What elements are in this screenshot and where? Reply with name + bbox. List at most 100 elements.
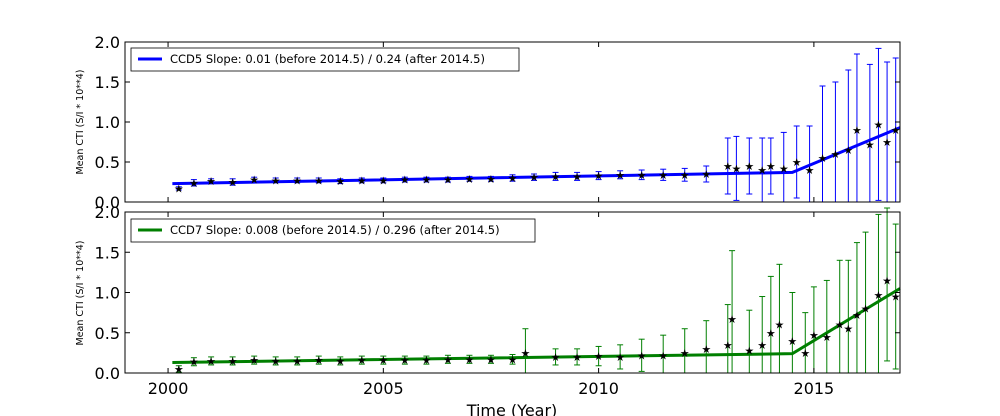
ccd7-legend-label: CCD7 Slope: 0.008 (before 2014.5) / 0.29…	[170, 223, 500, 237]
ccd5-data-point: ★	[779, 162, 789, 175]
ccd5-data-point: ★	[206, 175, 216, 188]
ccd5-data-point: ★	[852, 124, 862, 137]
ccd5-data-point: ★	[486, 173, 496, 186]
ccd7-data-point: ★	[594, 350, 604, 363]
ccd7-data-point: ★	[727, 313, 737, 326]
ccd5-data-point: ★	[874, 118, 884, 131]
ccd5-data-point: ★	[882, 136, 892, 149]
ccd5-data-point: ★	[766, 160, 776, 173]
ccd7-data-point: ★	[701, 343, 711, 356]
ccd7-data-point: ★	[228, 355, 238, 368]
ccd7-data-point: ★	[486, 353, 496, 366]
ccd7-data-point: ★	[335, 355, 345, 368]
ccd7-data-point: ★	[271, 355, 281, 368]
ccd5-data-point: ★	[757, 164, 767, 177]
ccd5-data-point: ★	[421, 174, 431, 187]
ccd7-data-point: ★	[520, 347, 530, 360]
ccd7-y-tick-label: 0.5	[95, 324, 120, 343]
ccd5-data-point: ★	[865, 138, 875, 151]
ccd5-data-point: ★	[658, 169, 668, 182]
x-tick-label: 2000	[148, 379, 189, 398]
ccd7-data-point: ★	[174, 363, 184, 376]
ccd5-data-point: ★	[615, 169, 625, 182]
ccd7-data-point: ★	[882, 274, 892, 287]
ccd7-data-point: ★	[809, 329, 819, 342]
ccd7-data-point: ★	[551, 351, 561, 364]
ccd7-data-point: ★	[835, 319, 845, 332]
ccd7-data-point: ★	[400, 354, 410, 367]
ccd7-data-point: ★	[572, 351, 582, 364]
ccd5-data-point: ★	[314, 174, 324, 187]
ccd5-data-point: ★	[271, 174, 281, 187]
ccd5-data-point: ★	[465, 173, 475, 186]
ccd7-data-point: ★	[443, 353, 453, 366]
ccd5-data-point: ★	[228, 176, 238, 189]
ccd5-data-point: ★	[843, 144, 853, 157]
ccd5-data-point: ★	[335, 175, 345, 188]
ccd7-data-point: ★	[292, 355, 302, 368]
ccd7-data-point: ★	[378, 354, 388, 367]
ccd7-data-point: ★	[421, 354, 431, 367]
ccd5-legend-label: CCD5 Slope: 0.01 (before 2014.5) / 0.24 …	[170, 52, 485, 66]
ccd5-fit-line	[172, 126, 901, 186]
ccd7-data-point: ★	[775, 319, 785, 332]
ccd7-data-point: ★	[843, 323, 853, 336]
ccd5-y-tick-label: 2.0	[95, 33, 120, 52]
ccd7-data-point: ★	[615, 351, 625, 364]
ccd5-data-point: ★	[637, 169, 647, 182]
ccd5-data-point: ★	[680, 169, 690, 182]
ccd7-data-point: ★	[822, 331, 832, 344]
ccd7-data-point: ★	[465, 353, 475, 366]
ccd5-data-point: ★	[701, 168, 711, 181]
ccd7-legend-box	[130, 218, 536, 243]
ccd7-data-point: ★	[852, 309, 862, 322]
x-tick-label: 2005	[363, 379, 404, 398]
ccd5-data-point: ★	[529, 171, 539, 184]
ccd7-data-point: ★	[189, 356, 199, 369]
ccd5-y-tick-label: 0.0	[95, 193, 120, 212]
ccd7-data-point: ★	[508, 353, 518, 366]
ccd5-data-point: ★	[443, 174, 453, 187]
ccd5-y-tick-label: 1.0	[95, 113, 120, 132]
ccd7-legend: CCD7 Slope: 0.008 (before 2014.5) / 0.29…	[130, 218, 536, 243]
ccd7-data-point: ★	[800, 347, 810, 360]
ccd5-data-point: ★	[174, 182, 184, 195]
ccd7-data-point: ★	[723, 339, 733, 352]
ccd5-data-point: ★	[292, 174, 302, 187]
ccd7-data-point: ★	[861, 303, 871, 316]
ccd5-data-point: ★	[189, 177, 199, 190]
ccd7-y-tick-label: 0.0	[95, 364, 120, 383]
x-tick-label: 2010	[578, 379, 619, 398]
ccd7-fit-line	[172, 287, 901, 365]
ccd7-data-point: ★	[787, 335, 797, 348]
ccd5-data-point: ★	[378, 174, 388, 187]
ccd7-data-point: ★	[357, 354, 367, 367]
ccd7-data-point: ★	[249, 354, 259, 367]
ccd5-data-point: ★	[723, 160, 733, 173]
ccd7-y-tick-label: 2.0	[95, 203, 120, 222]
ccd7-panel: ★★ ★ ★ ★ ★ ★ ★ ★ ★ ★ ★ ★ ★ ★ ★ ★ ★ ★ ★ ★ ★ ★ ★ ★ ★ ★★★ ★★★★★★ ★★★★★…	[75, 203, 901, 383]
ccd7-data-point: ★	[206, 355, 216, 368]
ccd7-y-axis-label: Mean CTI (S/I * 10**4)	[75, 240, 86, 345]
ccd7-y-tick-label: 1.5	[95, 243, 120, 262]
ccd5-data-point: ★	[805, 164, 815, 177]
ccd7-data-point: ★	[314, 354, 324, 367]
ccd5-data-point: ★	[792, 156, 802, 169]
ccd5-data-point: ★	[551, 170, 561, 183]
ccd5-legend-box	[130, 47, 520, 72]
ccd5-y-tick-label: 0.5	[95, 153, 120, 172]
x-axis: 2000 2005 2010 2015	[148, 379, 835, 398]
ccd5-data-point: ★	[572, 170, 582, 183]
ccd5-data-point: ★	[400, 174, 410, 187]
x-tick-label: 2015	[794, 379, 835, 398]
ccd5-data-point: ★	[830, 148, 840, 161]
ccd5-data-point: ★	[744, 160, 754, 173]
ccd5-data-point: ★	[818, 152, 828, 165]
ccd7-y-tick-label: 1.0	[95, 284, 120, 303]
ccd5-data-point: ★	[594, 170, 604, 183]
ccd7-data-point: ★	[891, 291, 901, 304]
ccd7-data-point: ★	[766, 327, 776, 340]
ccd7-data-point: ★	[757, 339, 767, 352]
ccd5-data-point: ★	[357, 174, 367, 187]
ccd7-data-point: ★	[658, 349, 668, 362]
